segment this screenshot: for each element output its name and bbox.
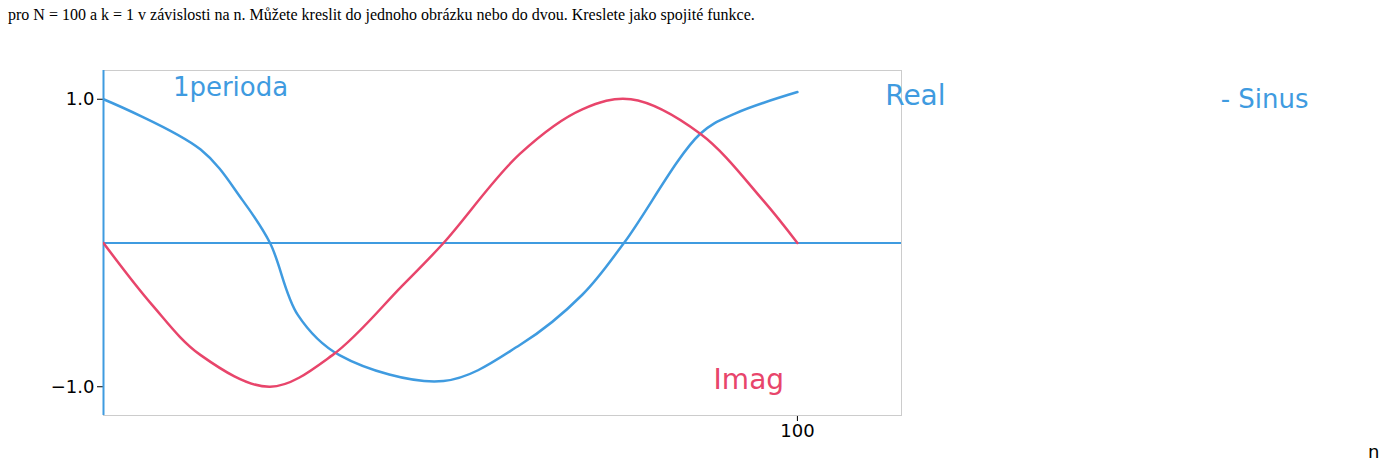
svg-text:1.0: 1.0 [66,88,95,109]
svg-text:−1.0: −1.0 [51,376,95,397]
svg-text:Imag: Imag [714,363,784,396]
svg-text:- Sinus: - Sinus [1221,84,1309,114]
svg-text:1perioda: 1perioda [173,72,288,102]
html-text:pro N = 100 a k = 1 v závislos: pro N = 100 a k = 1 v závislosti na n. M… [8,6,755,23]
svg-text:Real: Real [885,79,945,112]
svg-text:100: 100 [780,420,814,441]
svg-text:n: n [1368,441,1379,462]
